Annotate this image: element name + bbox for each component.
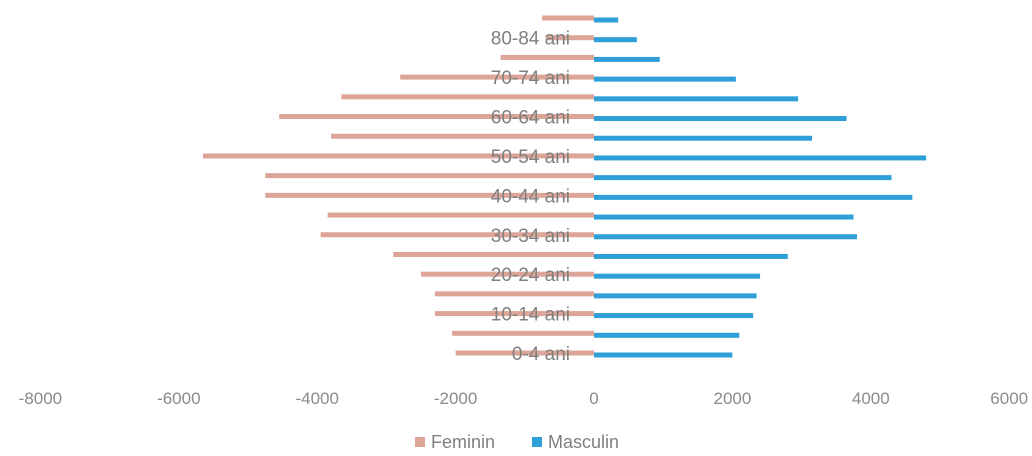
category-labels: 0-4 ani 10-14 ani 20-24 ani 30-34 ani 40-44 … <box>491 29 570 365</box>
bar-feminin <box>341 94 594 100</box>
bar-feminin <box>320 232 594 238</box>
bar-feminin <box>265 173 594 179</box>
bar-feminin <box>434 291 594 297</box>
bar-masculin <box>594 313 754 319</box>
bar-feminin <box>452 330 594 336</box>
x-tick-label: 2000 <box>713 389 751 408</box>
bar-feminin <box>203 153 594 159</box>
bar-feminin <box>393 251 594 257</box>
category-label: 0-4 ani <box>512 344 570 365</box>
bar-feminin <box>545 35 594 41</box>
x-tick-label: 0 <box>589 389 598 408</box>
bar-masculin <box>594 17 619 23</box>
x-tick-label: 6000 <box>990 389 1028 408</box>
legend: Feminin Masculin <box>415 432 619 452</box>
series-masculin-bars <box>594 17 927 358</box>
series-feminin-bars <box>203 15 594 356</box>
category-label: 60-64 ani <box>491 108 570 129</box>
bar-masculin <box>594 76 736 82</box>
bar-masculin <box>594 214 854 220</box>
bar-feminin <box>265 192 594 198</box>
x-tick-label: -4000 <box>295 389 338 408</box>
category-label: 50-54 ani <box>491 147 570 168</box>
bar-masculin <box>594 155 927 161</box>
category-label: 40-44 ani <box>491 186 570 207</box>
legend-label-masculin: Masculin <box>548 432 619 452</box>
bar-masculin <box>594 273 761 279</box>
bar-feminin <box>400 74 594 80</box>
bar-feminin <box>542 15 594 21</box>
bar-masculin <box>594 293 757 299</box>
bar-masculin <box>594 96 799 102</box>
bar-feminin <box>331 133 594 139</box>
legend-label-feminin: Feminin <box>431 432 495 452</box>
bar-feminin <box>500 54 594 60</box>
category-label: 20-24 ani <box>491 265 570 286</box>
bar-masculin <box>594 332 740 338</box>
bar-feminin <box>434 311 594 317</box>
x-axis-tick-labels: -8000 -6000 -4000 -2000 0 2000 4000 6000 <box>19 389 1028 408</box>
bar-masculin <box>594 116 847 122</box>
bar-feminin <box>279 114 594 120</box>
x-tick-label: -8000 <box>19 389 62 408</box>
bar-masculin <box>594 352 733 358</box>
bar-masculin <box>594 234 857 240</box>
category-label: 70-74 ani <box>491 68 570 89</box>
bar-masculin <box>594 194 913 200</box>
bar-feminin <box>421 271 594 277</box>
bar-masculin <box>594 253 788 259</box>
legend-swatch-feminin <box>415 437 425 447</box>
bar-feminin <box>455 350 594 356</box>
category-label: 30-34 ani <box>491 226 570 247</box>
x-tick-label: 4000 <box>852 389 890 408</box>
x-tick-label: -6000 <box>157 389 200 408</box>
bar-masculin <box>594 135 812 141</box>
category-label: 10-14 ani <box>491 305 570 326</box>
category-label: 80-84 ani <box>491 29 570 50</box>
bar-masculin <box>594 175 892 181</box>
bar-feminin <box>327 212 594 218</box>
bar-masculin <box>594 56 660 62</box>
legend-swatch-masculin <box>532 437 542 447</box>
bar-masculin <box>594 37 637 43</box>
x-tick-label: -2000 <box>434 389 477 408</box>
